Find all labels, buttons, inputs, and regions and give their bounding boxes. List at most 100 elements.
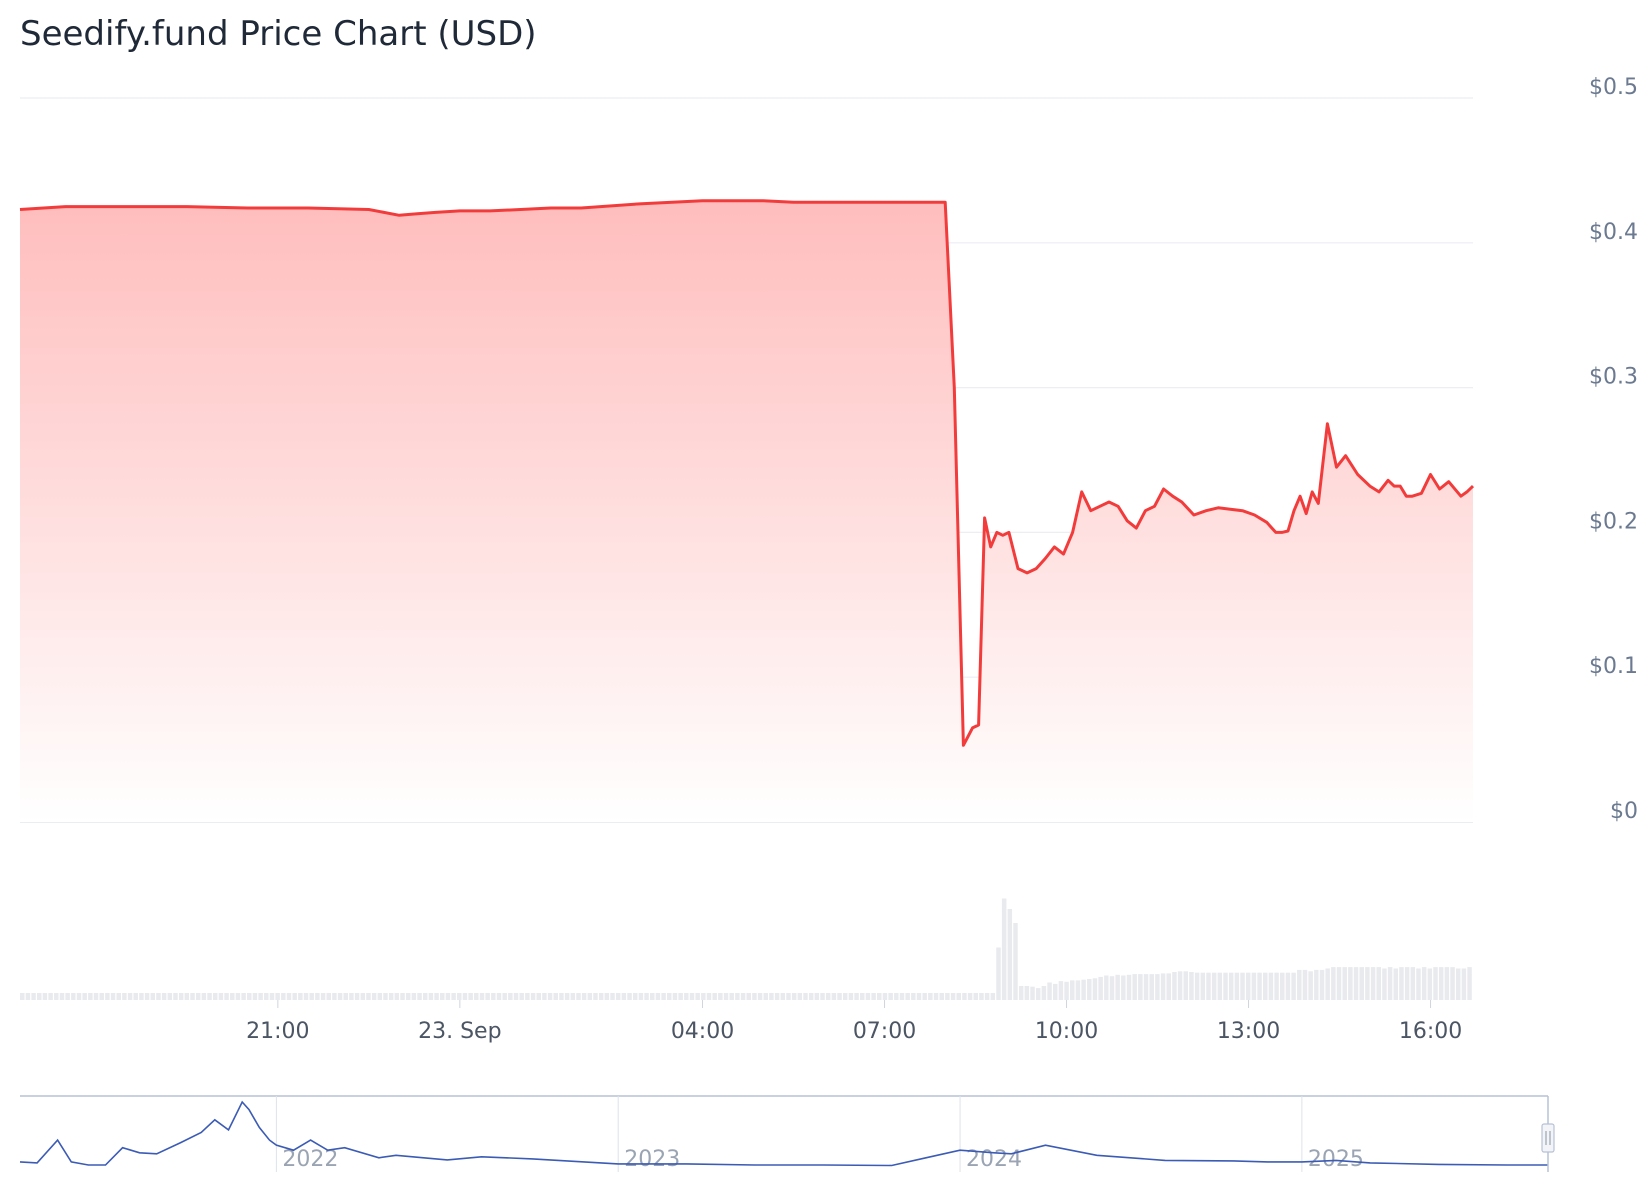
volume-bar: [718, 993, 723, 1000]
volume-bar: [1172, 972, 1177, 1000]
volume-bar: [144, 993, 150, 1000]
volume-bar: [1013, 923, 1018, 1000]
x-tick-label: 07:00: [853, 1019, 916, 1044]
volume-bar: [695, 993, 700, 1000]
volume-bar: [31, 993, 36, 1000]
volume-bar: [161, 993, 167, 1000]
y-tick-label: $0.2: [1589, 509, 1638, 534]
volume-bar: [1115, 974, 1120, 1000]
volume-bar: [1399, 967, 1404, 1000]
volume-bar: [275, 993, 280, 1000]
volume-bar: [1444, 967, 1450, 1000]
volume-bar: [513, 993, 519, 1000]
volume-bar: [235, 993, 241, 1000]
volume-bar: [1257, 972, 1262, 1000]
volume-bar: [735, 993, 740, 1000]
volume-bar: [1268, 972, 1274, 1000]
volume-bar: [212, 993, 218, 1000]
volume-bar: [258, 993, 263, 1000]
x-axis: 21:00 23. Sep 04:00 07:00 10:00 13:00 16:00: [246, 1000, 1462, 1044]
volume-bar: [1109, 976, 1115, 1000]
navigator-handle[interactable]: [1541, 1123, 1555, 1153]
volume-bar: [1081, 979, 1086, 1000]
volume-bar: [769, 993, 774, 1000]
volume-bar: [689, 993, 695, 1000]
volume-bar: [99, 993, 104, 1000]
volume-bar: [922, 993, 927, 1000]
volume-bar: [723, 993, 729, 1000]
x-tick-label: 16:00: [1399, 1019, 1462, 1044]
volume-bar: [1359, 967, 1364, 1000]
volume-bar: [156, 993, 161, 1000]
volume-bar: [1211, 972, 1217, 1000]
volume-bar: [218, 993, 224, 1000]
volume-bar: [650, 993, 655, 1000]
volume-bar: [508, 993, 513, 1000]
volume-bar: [462, 993, 468, 1000]
volume-bar: [553, 993, 558, 1000]
volume-bar: [315, 993, 320, 1000]
volume-bar: [241, 993, 246, 1000]
volume-bar: [440, 993, 445, 1000]
volume-bar: [990, 993, 996, 1000]
volume-bar: [354, 993, 360, 1000]
volume-bar: [195, 993, 201, 1000]
volume-bar: [854, 993, 859, 1000]
volume-bar: [825, 993, 831, 1000]
volume-bar: [542, 993, 547, 1000]
volume-bar: [797, 993, 803, 1000]
volume-bar: [610, 993, 615, 1000]
volume-bar: [860, 993, 865, 1000]
volume-bar: [644, 993, 649, 1000]
navigator[interactable]: 2022 2023 2024 2025: [19, 1095, 1555, 1172]
volume-bar: [1126, 974, 1132, 1000]
volume-bar: [434, 993, 439, 1000]
volume-bar: [1263, 972, 1268, 1000]
volume-bar: [150, 993, 156, 1000]
volume-bar: [1183, 971, 1189, 1000]
volume-bar: [547, 993, 553, 1000]
y-tick-label: $0.3: [1589, 365, 1638, 390]
volume-bar: [54, 993, 59, 1000]
volume-bar: [1064, 981, 1069, 1000]
volume-bar: [377, 993, 383, 1000]
volume-bar: [962, 993, 967, 1000]
volume-bar: [848, 993, 854, 1000]
volume-bar: [1467, 967, 1472, 1000]
volume-bar: [842, 993, 848, 1000]
volume-bar: [899, 993, 905, 1000]
volume-bar: [831, 993, 837, 1000]
volume-bar: [1427, 968, 1433, 1000]
volume-bar: [116, 993, 121, 1000]
volume-bar: [1382, 968, 1387, 1000]
volume-bar: [1240, 972, 1245, 1000]
volume-bar: [984, 993, 990, 1000]
volume-bar: [1041, 986, 1047, 1000]
volume-bar: [1177, 971, 1183, 1000]
volume-bar: [1251, 972, 1257, 1000]
volume-bar: [1143, 974, 1149, 1000]
volume-bar: [1160, 973, 1166, 1000]
volume-bar: [774, 993, 780, 1000]
volume-bar: [252, 993, 258, 1000]
volume-bar: [945, 993, 950, 1000]
volume-bar: [105, 993, 110, 1000]
volume-bar: [82, 993, 87, 1000]
price-area: [20, 200, 1473, 823]
volume-bar: [360, 993, 366, 1000]
volume-bar: [76, 993, 82, 1000]
volume-bar: [445, 993, 451, 1000]
volume-bar: [604, 993, 610, 1000]
volume-bar: [371, 993, 377, 1000]
volume-layer: [20, 898, 1472, 1000]
volume-bar: [791, 993, 797, 1000]
volume-bar: [422, 993, 428, 1000]
x-tick-label: 10:00: [1035, 1019, 1098, 1044]
volume-bar: [837, 993, 842, 1000]
volume-bar: [701, 993, 706, 1000]
volume-bar: [814, 993, 820, 1000]
volume-bar: [326, 993, 331, 1000]
volume-bar: [139, 993, 144, 1000]
volume-bar: [593, 993, 598, 1000]
